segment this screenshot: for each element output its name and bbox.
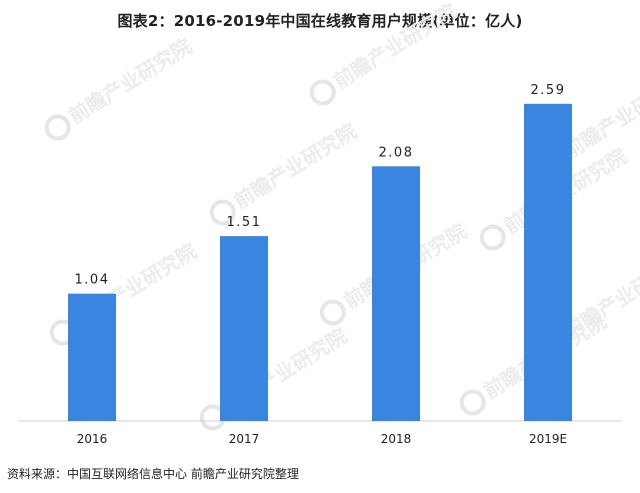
x-tick-label-group: 2016 2017 2018 2019E: [77, 432, 567, 446]
value-label-2019E: 2.59: [531, 83, 566, 98]
svg-text:前瞻产业研究院: 前瞻产业研究院: [229, 119, 360, 214]
watermark-logo: 前瞻产业研究院: [199, 324, 351, 431]
value-label-2018: 2.08: [379, 145, 414, 160]
source-note: 资料来源：中国互联网络信息中心 前瞻产业研究院整理: [7, 467, 299, 481]
x-tick-label-2016: 2016: [77, 432, 108, 446]
bar-2016: [68, 293, 116, 421]
x-tick-label-2018: 2018: [381, 432, 412, 446]
svg-text:前瞻产业研究院: 前瞻产业研究院: [64, 34, 195, 129]
watermark-logo: 前瞻产业研究院: [309, 0, 461, 106]
watermark-logo: 前瞻产业研究院: [209, 119, 361, 226]
chart-title: 图表2：2016-2019年中国在线教育用户规模(单位：亿人): [117, 12, 523, 30]
bar-2018: [372, 166, 420, 421]
bar-2017: [220, 236, 268, 421]
value-label-2017: 1.51: [227, 215, 262, 230]
bar-group: [68, 103, 572, 422]
svg-text:前瞻产业研究院: 前瞻产业研究院: [329, 0, 460, 93]
x-tick-label-2019E: 2019E: [529, 432, 567, 446]
bar-2019E: [524, 103, 572, 422]
value-label-2016: 1.04: [75, 273, 110, 288]
value-label-group: 1.04 1.51 2.08 2.59: [75, 83, 566, 288]
watermark-logo: 前瞻产业研究院: [44, 34, 196, 141]
x-tick-label-2017: 2017: [229, 432, 260, 446]
